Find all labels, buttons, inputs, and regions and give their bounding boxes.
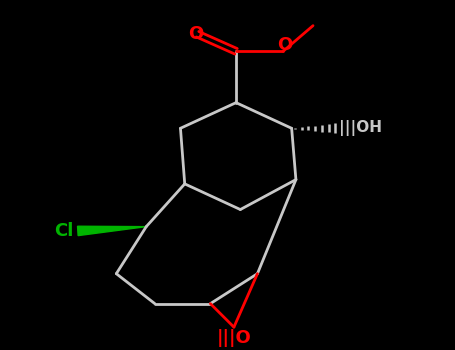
Text: O: O — [188, 25, 203, 43]
Text: |||OH: |||OH — [339, 120, 382, 136]
Text: O: O — [278, 36, 293, 54]
Text: Cl: Cl — [54, 222, 74, 240]
Polygon shape — [77, 226, 146, 236]
Text: |||O: |||O — [217, 329, 251, 347]
